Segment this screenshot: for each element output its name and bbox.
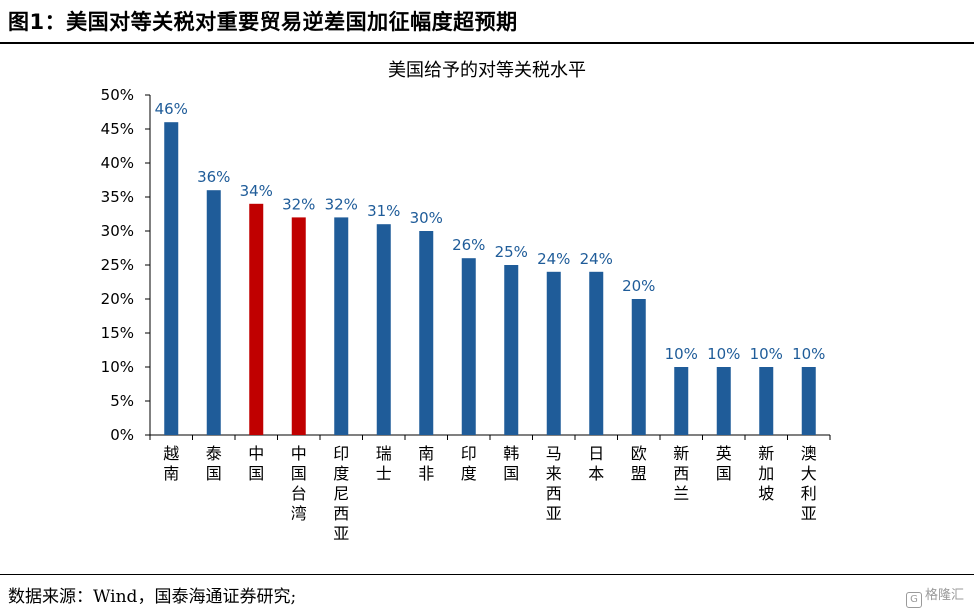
bar [376, 224, 391, 435]
bar [461, 258, 476, 435]
bar [716, 367, 731, 435]
category-label: 新西兰 [673, 444, 689, 503]
category-label: 印度 [461, 444, 477, 483]
category-label: 中国台湾 [291, 444, 307, 523]
data-label: 30% [410, 209, 443, 227]
bottom-rule [0, 574, 974, 575]
figure-title: 图1：美国对等关税对重要贸易逆差国加征幅度超预期 [8, 10, 518, 34]
category-label: 印度尼西亚 [333, 444, 349, 543]
y-tick-label: 5% [110, 392, 134, 410]
y-tick-label: 50% [101, 86, 134, 104]
data-label: 10% [665, 345, 698, 363]
y-tick-label: 25% [101, 256, 134, 274]
bar [419, 231, 434, 435]
bar [206, 190, 221, 435]
y-tick-label: 20% [101, 290, 134, 308]
bar [589, 271, 604, 435]
category-label: 欧盟 [631, 444, 647, 483]
bar [249, 203, 264, 435]
data-label: 24% [537, 250, 570, 268]
source-note: 数据来源：Wind，国泰海通证券研究; [8, 587, 297, 607]
data-label: 26% [452, 236, 485, 254]
y-tick-label: 45% [101, 120, 134, 138]
category-label: 日本 [588, 444, 604, 483]
data-label: 36% [197, 168, 230, 186]
data-label: 32% [325, 195, 358, 213]
category-label: 新加坡 [758, 444, 774, 503]
y-tick-label: 10% [101, 358, 134, 376]
data-label: 10% [707, 345, 740, 363]
axes: 0% 5% 10% 15% 20% 25% 30% 35% 40% 45% 50% [101, 86, 831, 444]
category-label: 澳大利亚 [801, 444, 817, 523]
y-tick-label: 30% [101, 222, 134, 240]
bar [546, 271, 561, 435]
bar [631, 299, 646, 435]
bar [504, 265, 519, 435]
y-tick-label: 35% [101, 188, 134, 206]
category-label: 瑞士 [376, 444, 392, 483]
bar [801, 367, 816, 435]
bar [674, 367, 689, 435]
data-label: 34% [240, 182, 273, 200]
category-label: 越南 [163, 444, 179, 483]
bar [164, 122, 179, 435]
top-rule [0, 42, 974, 44]
data-label: 31% [367, 202, 400, 220]
category-label: 韩国 [503, 444, 519, 483]
category-label: 南非 [418, 444, 434, 483]
chart-title: 美国给予的对等关税水平 [388, 60, 586, 81]
category-label: 马来西亚 [546, 444, 562, 523]
y-tick-label: 0% [110, 426, 134, 444]
category-label: 中国 [248, 444, 264, 483]
data-label: 10% [750, 345, 783, 363]
y-tick-label: 40% [101, 154, 134, 172]
data-label: 46% [155, 100, 188, 118]
bar [334, 217, 349, 435]
data-label: 20% [622, 277, 655, 295]
data-labels: 46% 36% 34% 32% 32% 31% 30% 26% 25% 24% 24% 20% 10% 1… [155, 100, 826, 363]
category-label: 泰国 [206, 444, 222, 483]
category-label: 英国 [716, 444, 732, 483]
watermark-text: 格隆汇 [924, 588, 964, 603]
y-tick-label: 15% [101, 324, 134, 342]
bar-chart: 美国给予的对等关税水平 0% 5% 10% 15% 20% 25% 30% 35% 40% 45%… [101, 60, 831, 543]
bar [291, 217, 306, 435]
watermark: G 格隆汇 [905, 584, 964, 608]
bar [759, 367, 774, 435]
data-label: 32% [282, 195, 315, 213]
data-label: 24% [580, 250, 613, 268]
gelonghui-logo-icon: G [905, 592, 922, 608]
data-label: 25% [495, 243, 528, 261]
bars [164, 122, 816, 435]
data-label: 10% [792, 345, 825, 363]
